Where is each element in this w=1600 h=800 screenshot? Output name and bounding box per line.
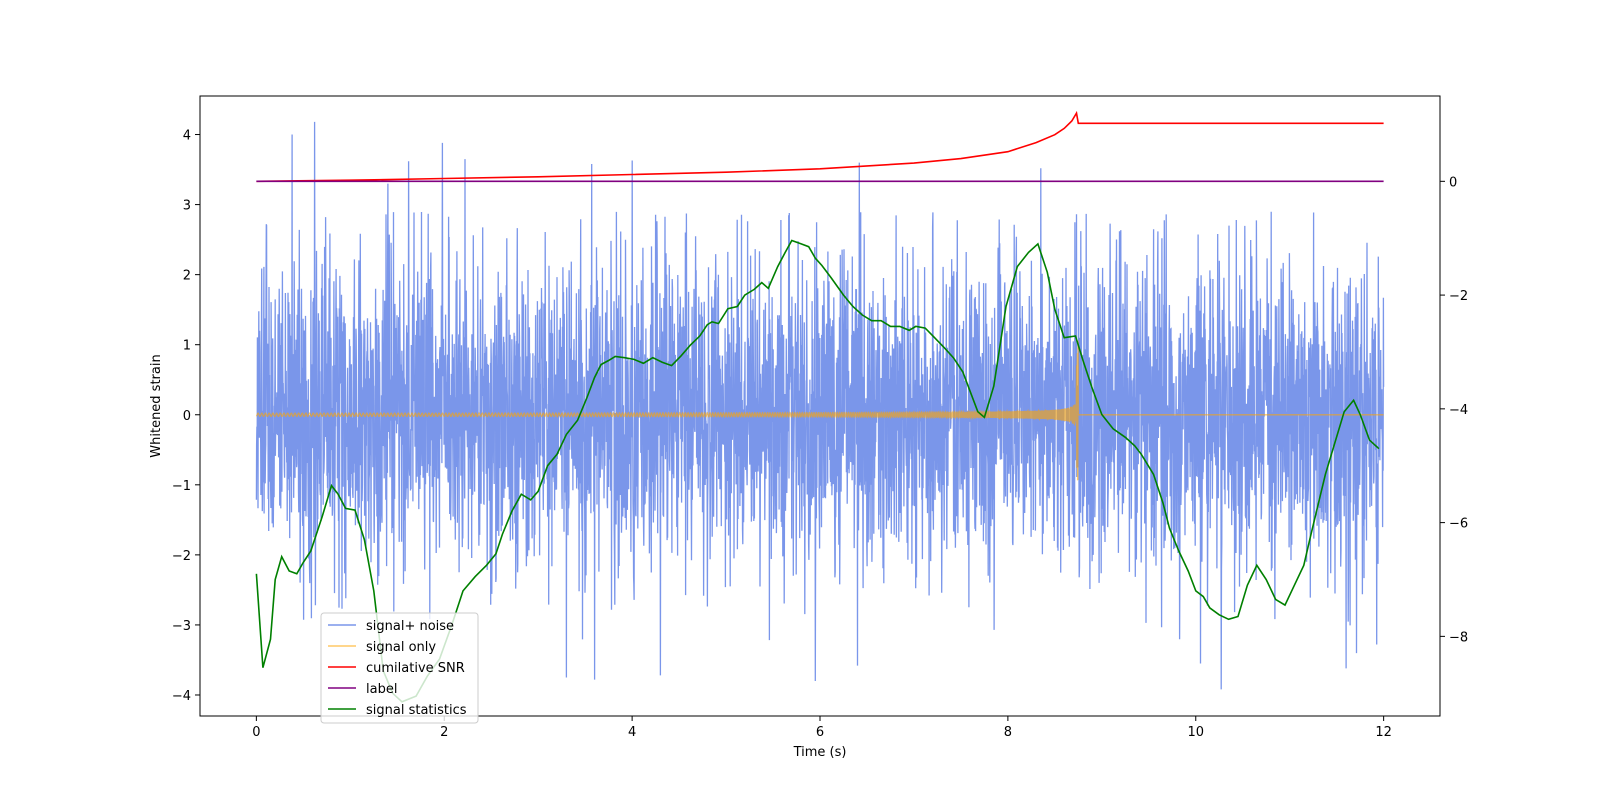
y-axis-label: Whitened strain: [149, 354, 164, 457]
x-tick-label: 4: [628, 725, 636, 740]
legend: signal+ noise signal only cumilative SNR…: [320, 612, 479, 724]
x-tick-label: 8: [1004, 725, 1012, 740]
legend-label-stat: signal statistics: [366, 703, 467, 718]
y2-tick-label: 0: [1449, 175, 1457, 190]
y-tick-label: 0: [183, 409, 191, 424]
legend-box: [320, 612, 479, 724]
x-tick-label: 10: [1187, 725, 1204, 740]
series-signal-noise: [255, 121, 1385, 690]
y2-tick-label: −8: [1449, 630, 1468, 645]
series-signal-only: [255, 340, 1384, 481]
y-tick-label: 4: [183, 129, 191, 144]
y-tick-label: 3: [183, 199, 191, 214]
legend-label-label: label: [366, 682, 397, 697]
x-axis-label: Time (s): [793, 745, 847, 760]
y-tick-label: −1: [172, 479, 191, 494]
y-tick-label: 1: [183, 339, 191, 354]
y-tick-label: 2: [183, 269, 191, 284]
series-cumulative-snr: [256, 110, 1384, 183]
x-tick-label: 2: [440, 725, 448, 740]
legend-label-noise: signal+ noise: [366, 619, 454, 634]
x-tick-label: 12: [1375, 725, 1392, 740]
series-layer: [255, 110, 1385, 703]
x-tick-label: 6: [816, 725, 824, 740]
legend-label-snr: cumilative SNR: [366, 661, 465, 676]
y-tick-label: −2: [172, 549, 191, 564]
y2-tick-label: −2: [1449, 289, 1468, 304]
legend-label-signal: signal only: [366, 640, 436, 655]
y2-tick-label: −6: [1449, 517, 1468, 532]
y-tick-label: −4: [172, 689, 191, 704]
y-tick-label: −3: [172, 619, 191, 634]
x-tick-label: 0: [252, 725, 260, 740]
y2-tick-label: −4: [1449, 403, 1468, 418]
